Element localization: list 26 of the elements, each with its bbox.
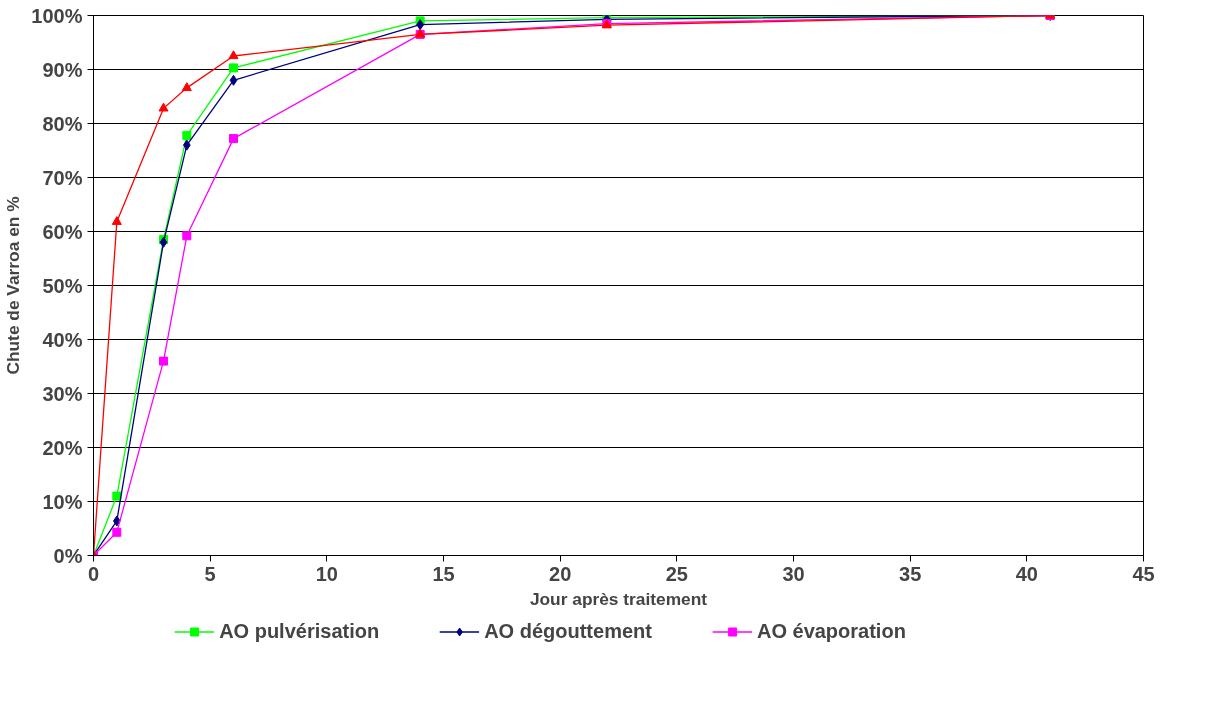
y-tick-label: 70% bbox=[42, 166, 83, 189]
legend-label: AO évaporation bbox=[756, 619, 906, 643]
y-tick-label: 100% bbox=[31, 4, 83, 27]
y-axis-title: Chute de Varroa en % bbox=[3, 196, 24, 375]
y-tick-label: 50% bbox=[42, 274, 83, 297]
x-axis-title: Jour après traitement bbox=[529, 588, 708, 609]
x-tick-label: 30 bbox=[782, 562, 805, 585]
y-tick-label: 40% bbox=[42, 328, 83, 351]
y-tick-label: 20% bbox=[42, 436, 83, 459]
x-tick-label: 45 bbox=[1132, 562, 1155, 585]
x-tick-label: 35 bbox=[899, 562, 922, 585]
legend-label: AO pulvérisation bbox=[219, 619, 380, 643]
x-tick-label: 10 bbox=[315, 562, 338, 585]
y-tick-label: 30% bbox=[42, 382, 83, 405]
y-tick-label: 10% bbox=[42, 490, 83, 513]
y-tick-label: 90% bbox=[42, 58, 83, 81]
x-tick-label: 5 bbox=[204, 562, 216, 585]
x-tick-label: 0 bbox=[87, 562, 100, 585]
legend-label: AO dégouttement bbox=[484, 619, 652, 643]
y-tick-label: 80% bbox=[42, 112, 83, 135]
y-tick-label: 60% bbox=[42, 220, 83, 243]
y-tick-label: 0% bbox=[53, 544, 83, 567]
x-tick-label: 25 bbox=[665, 562, 688, 585]
x-tick-label: 40 bbox=[1015, 562, 1038, 585]
x-tick-label: 20 bbox=[549, 562, 572, 585]
x-tick-label: 15 bbox=[432, 562, 455, 585]
